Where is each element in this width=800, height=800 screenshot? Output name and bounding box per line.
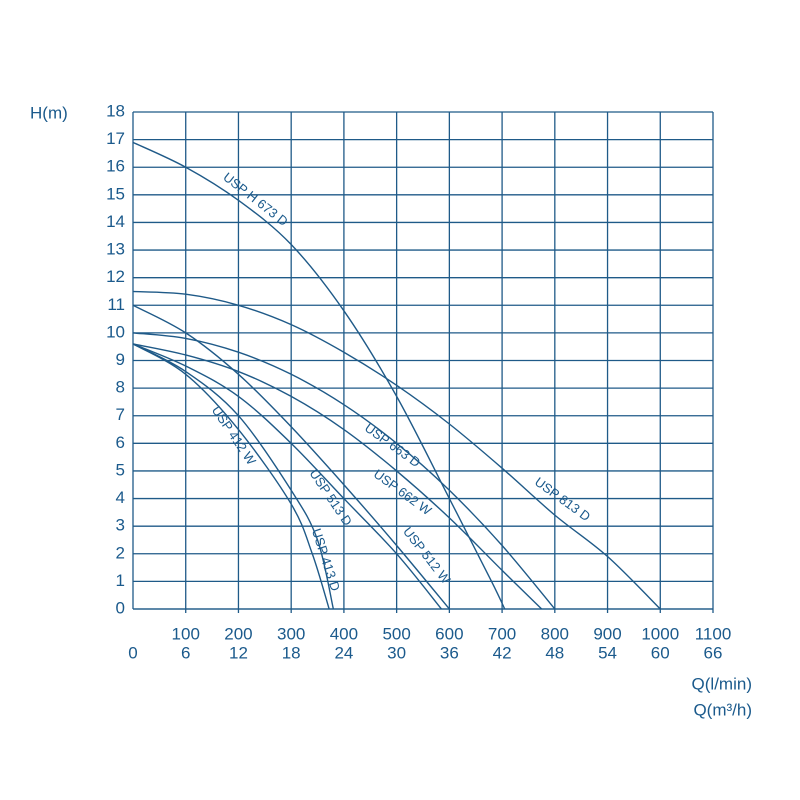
x-tick-label: 1100	[695, 624, 732, 643]
y-tick-label: 6	[116, 433, 125, 452]
x-tick-label: 800	[541, 624, 569, 643]
y-tick-label: 0	[116, 598, 125, 617]
pump-curve	[132, 290, 661, 610]
y-tick-label: 8	[116, 378, 125, 397]
y-tick-label: 1	[116, 571, 125, 590]
y-tick-label: 16	[106, 157, 125, 176]
pump-curve	[132, 343, 442, 610]
y-tick-label: 5	[116, 460, 125, 479]
y-tick-label: 14	[106, 212, 125, 231]
y-axis-label: H(m)	[30, 103, 68, 122]
x2-tick-label: 42	[493, 643, 512, 662]
x-tick-label: 300	[277, 624, 305, 643]
x2-tick-label: 30	[387, 643, 406, 662]
x-tick-label: 200	[224, 624, 252, 643]
y-tick-label: 2	[116, 543, 125, 562]
y-tick-label: 17	[106, 129, 125, 148]
x2-tick-label: 6	[181, 643, 190, 662]
x-tick-label: 1000	[641, 624, 679, 643]
y-tick-label: 18	[106, 101, 125, 120]
y-tick-label: 9	[116, 350, 125, 369]
curve-label: USP 512 W	[400, 524, 454, 587]
x-tick-label: 600	[435, 624, 463, 643]
x2-tick-label: 24	[334, 643, 353, 662]
y-tick-label: 15	[106, 184, 125, 203]
curve-label: USP 412 W	[209, 403, 260, 468]
x-tick-label: 900	[593, 624, 621, 643]
x-tick-label: 400	[330, 624, 358, 643]
x2-tick-label: 60	[651, 643, 670, 662]
curve-label: USP 513 D	[307, 466, 356, 528]
x2-tick-label: 18	[282, 643, 301, 662]
x2-axis-label: Q(m³/h)	[693, 700, 752, 719]
y-tick-label: 3	[116, 516, 125, 535]
x2-tick-label: 36	[440, 643, 459, 662]
y-tick-label: 13	[106, 240, 125, 259]
y-tick-label: 11	[107, 295, 125, 314]
pump-curve	[132, 343, 330, 610]
pump-curve	[132, 141, 506, 610]
x2-tick-label: 66	[704, 643, 723, 662]
x-tick-label: 100	[172, 624, 200, 643]
x-axis-label: Q(l/min)	[692, 674, 752, 693]
y-tick-label: 4	[116, 488, 125, 507]
pump-curve	[132, 304, 450, 610]
curve-label: USP 662 W	[371, 466, 435, 518]
y-tick-label: 12	[106, 267, 125, 286]
y-tick-label: 7	[116, 405, 125, 424]
x-tick-label: 700	[488, 624, 516, 643]
x2-tick-label: 54	[598, 643, 617, 662]
pump-curve	[132, 343, 335, 610]
x2-tick-label: 48	[545, 643, 564, 662]
pump-curve	[132, 332, 556, 610]
y-tick-label: 10	[106, 322, 125, 341]
x2-tick-label: 12	[229, 643, 248, 662]
x2-tick-label: 0	[128, 643, 137, 662]
x-tick-label: 500	[382, 624, 410, 643]
pump-curve	[132, 343, 543, 610]
curve-label: USP H 673 D	[220, 169, 291, 229]
